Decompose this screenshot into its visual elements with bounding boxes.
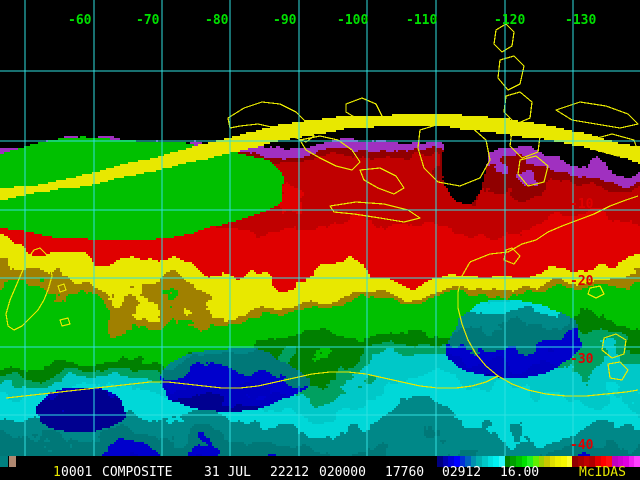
status-bar: 1 0001 COMPOSITE 31 JUL 22212 020000 177… [0, 456, 640, 480]
colorbar-swatch [578, 456, 584, 467]
colorbar-swatch [476, 456, 483, 467]
coastline-path [497, 55, 525, 91]
coastline-path [601, 333, 627, 359]
colorbar-swatch [510, 456, 516, 467]
colorbar-swatch [538, 456, 545, 467]
coastline-path [503, 91, 533, 125]
colorbar-swatch [470, 456, 477, 467]
satellite-ir-image[interactable] [0, 0, 640, 456]
colorbar-swatch [600, 456, 607, 467]
coastline-path [1, 245, 13, 257]
colorbar-swatch [527, 456, 533, 467]
frame-number: 1 [53, 465, 61, 480]
colorbar-swatch [442, 456, 449, 467]
field-three: 16.00 [500, 465, 540, 480]
colorbar-swatch [634, 456, 640, 467]
coastline-path [329, 201, 421, 223]
coastline-path [227, 101, 315, 143]
colorbar-swatch [589, 456, 595, 467]
mcidas-brand: McIDAS [579, 465, 626, 480]
coastline-path [589, 133, 639, 157]
latlon-grid-overlay [0, 0, 640, 456]
coastline-path [5, 371, 499, 399]
colorbar-swatch [583, 456, 590, 467]
colorbar-swatch [521, 456, 528, 467]
coastline-path [57, 283, 67, 293]
colorbar-swatch [566, 456, 573, 467]
colorbar-swatch [628, 456, 635, 467]
status-text-line: 1 0001 COMPOSITE 31 JUL 22212 020000 177… [0, 466, 640, 480]
product-id: 0001 [61, 465, 93, 480]
colorbar-swatch [611, 456, 618, 467]
colorbar-swatch [623, 456, 629, 467]
colorbar-swatch [549, 456, 556, 467]
coastline-path [417, 121, 491, 187]
colorbar-swatch [594, 456, 601, 467]
colorbar-swatch [515, 456, 522, 467]
colorbar-swatch [504, 456, 511, 467]
julian-day: 22212 [270, 465, 310, 480]
colorbar [437, 456, 640, 467]
colorbar-swatch [459, 456, 466, 467]
coastline-path [587, 285, 605, 299]
colorbar-swatch [493, 456, 500, 467]
field-one: 17760 [385, 465, 425, 480]
product-name: COMPOSITE [102, 465, 173, 480]
colorbar-swatch [617, 456, 624, 467]
coastline-path [503, 247, 521, 265]
colorbar-swatch [482, 456, 488, 467]
date-label: 31 JUL [204, 465, 251, 480]
coastline-path [607, 361, 629, 381]
colorbar-swatch [555, 456, 562, 467]
coastline-path [5, 247, 53, 331]
colorbar-swatch [437, 456, 443, 467]
status-chip-teal [0, 456, 8, 467]
coastline-path [345, 97, 383, 123]
colorbar-swatch [499, 456, 505, 467]
coastline-path [359, 167, 405, 195]
coastline-path [299, 135, 361, 171]
colorbar-swatch [532, 456, 539, 467]
colorbar-swatch [606, 456, 612, 467]
colorbar-swatch [465, 456, 471, 467]
status-chip-tan [9, 456, 16, 467]
satellite-image-panel[interactable]: -60 -70 -80 -90 -100 -110 -120 -130 -10 -20 -30 -40 [0, 0, 640, 456]
coastline-path [555, 101, 639, 129]
colorbar-swatch [448, 456, 454, 467]
field-two: 02912 [442, 465, 482, 480]
colorbar-swatch [453, 456, 460, 467]
colorbar-swatch [487, 456, 494, 467]
coastline-path [493, 23, 515, 53]
coastline-path [517, 155, 549, 187]
colorbar-swatch [561, 456, 567, 467]
colorbar-swatch [572, 456, 579, 467]
time-label: 020000 [319, 465, 366, 480]
colorbar-swatch [544, 456, 550, 467]
coastline-path [59, 317, 71, 327]
coastline-path [509, 125, 541, 159]
